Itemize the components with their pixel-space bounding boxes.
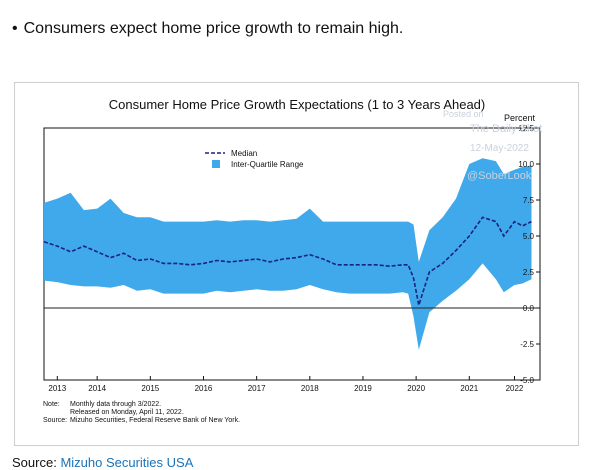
chart-panel: Consumer Home Price Growth Expectations … [14,82,579,446]
watermark-line4: @SoberLook [467,170,532,182]
chart-title: Consumer Home Price Growth Expectations … [109,97,485,112]
x-tick-label: 2013 [48,384,66,393]
watermark: Posted on The Daily Shot 12-May-2022 @So… [443,109,542,182]
x-tick-label: 2014 [88,384,106,393]
iqr-band [44,158,532,350]
x-tick-label: 2018 [301,384,319,393]
legend-median-label: Median [231,149,257,158]
note-source-text: Mizuho Securities, Federal Reserve Bank … [70,417,240,424]
y-tick-label: 0.0 [523,304,535,313]
legend-iqr-label: Inter-Quartile Range [231,160,304,169]
x-tick-label: 2019 [354,384,372,393]
source-line: Source: Mizuho Securities USA [12,455,193,470]
y-tick-label: 2.5 [523,268,535,277]
x-tick-label: 2017 [248,384,266,393]
y-tick-label: 12.5 [518,124,534,133]
median-line [43,216,532,306]
x-axis: 2013 2014 2015 2016 2017 2018 2019 2020 2021 2022 [48,376,524,393]
note-source-label: Source: [43,417,67,424]
bullet-icon: • [12,20,18,37]
watermark-line1: Posted on [443,109,484,119]
watermark-line2: The Daily Shot [470,123,542,135]
y-unit-label: Percent [504,113,536,123]
y-tick-label: -5.0 [520,376,534,385]
x-tick-label: 2020 [407,384,425,393]
x-tick-label: 2022 [506,384,524,393]
median-layer [43,216,532,306]
y-axis: -5.0 -2.5 0.0 2.5 5.0 7.5 10.0 12.5 [518,124,540,385]
headline: • Consumers expect home price growth to r… [12,20,403,38]
y-tick-label: 10.0 [518,160,534,169]
note-label: Note: [43,401,60,408]
iqr-layer [44,158,532,350]
headline-text: Consumers expect home price growth to re… [23,20,404,37]
legend-iqr-swatch [212,160,220,168]
y-tick-label: 5.0 [523,232,535,241]
x-tick-label: 2016 [195,384,213,393]
y-tick-label: 7.5 [523,196,535,205]
source-link[interactable]: Mizuho Securities USA [60,455,194,470]
note-line1: Monthly data through 3/2022. [70,401,161,408]
y-tick-label: -2.5 [520,340,534,349]
chart-svg: Consumer Home Price Growth Expectations … [43,97,542,424]
legend: Median Inter-Quartile Range [205,149,304,169]
x-tick-label: 2021 [460,384,478,393]
x-tick-label: 2015 [141,384,159,393]
watermark-line3: 12-May-2022 [470,143,529,154]
note-line2: Released on Monday, April 11, 2022. [70,409,184,416]
source-label: Source: [12,455,57,470]
chart-notes: Note: Monthly data through 3/2022. Relea… [43,401,240,424]
